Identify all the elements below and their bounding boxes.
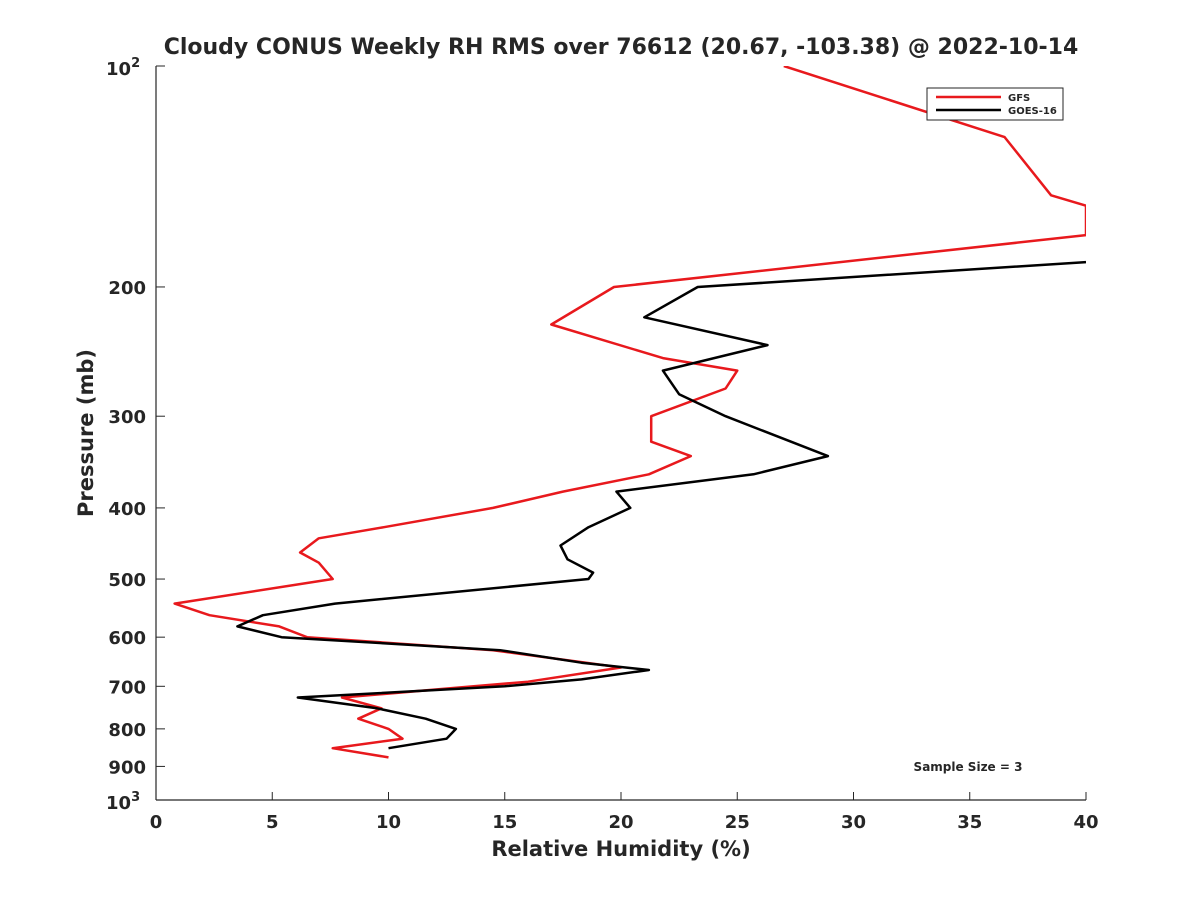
x-tick-label: 0	[150, 812, 163, 833]
y-axis-label: Pressure (mb)	[74, 349, 98, 517]
x-tick-label: 20	[608, 812, 633, 833]
x-tick-label: 35	[957, 812, 982, 833]
y-tick-bottom-base: 10	[106, 793, 131, 814]
x-tick-label: 5	[266, 812, 279, 833]
legend: GFS GOES-16	[926, 87, 1064, 121]
y-tick-label: 300	[108, 407, 146, 428]
series-line-gfs	[173, 66, 1086, 759]
legend-box	[926, 87, 1064, 121]
x-tick-label: 40	[1073, 812, 1098, 833]
legend-label-gfs: GFS	[1008, 93, 1030, 104]
x-tick-label: 25	[725, 812, 750, 833]
x-tick-label: 30	[841, 812, 866, 833]
y-tick-label: 400	[108, 499, 146, 520]
y-tick-label: 700	[108, 677, 146, 698]
x-tick-label: 15	[492, 812, 517, 833]
chart-title: Cloudy CONUS Weekly RH RMS over 76612 (2…	[164, 35, 1079, 60]
y-tick-label: 800	[108, 720, 146, 741]
y-tick-label: 900	[108, 757, 146, 778]
y-tick-label-top: 102	[106, 56, 140, 80]
y-tick-top-exp: 2	[131, 56, 140, 71]
y-tick-top-base: 10	[106, 59, 131, 80]
y-tick-label: 600	[108, 628, 146, 649]
legend-label-goes16: GOES-16	[1008, 106, 1057, 117]
series-line-goes16	[236, 260, 1086, 750]
y-ticks: 200 300 400 500 600 700 800 900	[108, 65, 165, 801]
x-axis-label: Relative Humidity (%)	[491, 837, 750, 861]
y-tick-bottom-exp: 3	[131, 790, 140, 805]
sample-size-annotation: Sample Size = 3	[914, 760, 1023, 774]
y-tick-label-bottom: 103	[106, 790, 140, 814]
series-group	[173, 66, 1086, 759]
x-ticks: 0 5 10 15 20 25 30 35 40	[150, 792, 1099, 833]
x-tick-label: 10	[376, 812, 401, 833]
y-tick-label: 200	[108, 278, 146, 299]
y-tick-label: 500	[108, 570, 146, 591]
